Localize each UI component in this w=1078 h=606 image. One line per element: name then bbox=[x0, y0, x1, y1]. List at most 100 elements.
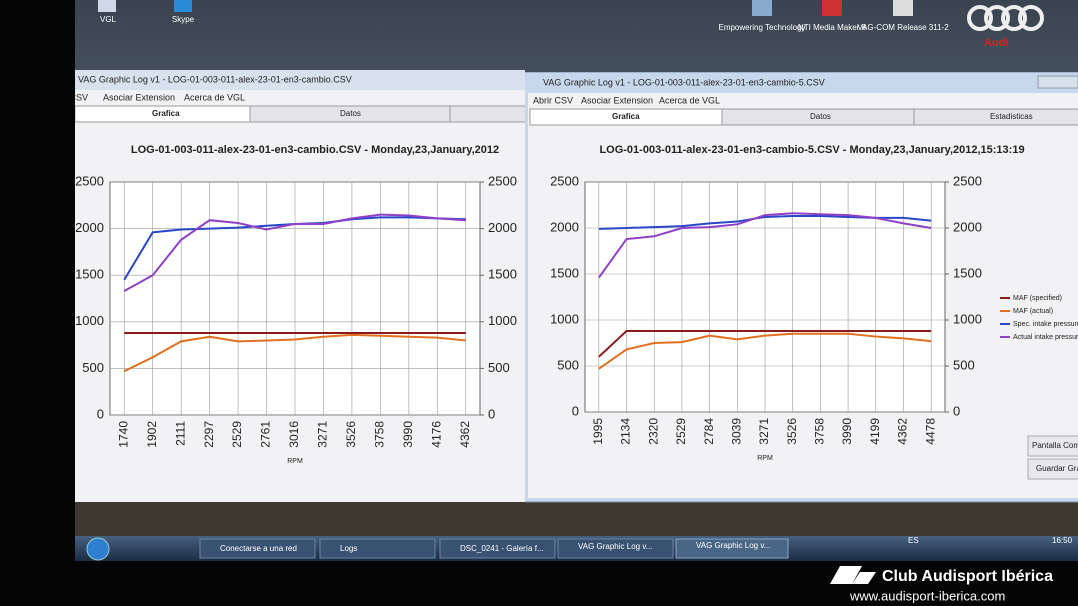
brand: Audi bbox=[984, 37, 1008, 49]
task-label[interactable]: Conectarse a una red bbox=[220, 544, 297, 553]
legend-label: Actual intake pressure bbox=[1013, 334, 1078, 341]
button-label[interactable]: Pantalla Completa bbox=[1032, 441, 1078, 450]
x-tick-label: 3016 bbox=[287, 421, 301, 448]
task-button[interactable] bbox=[675, 538, 789, 559]
tab-label[interactable]: Datos bbox=[810, 112, 831, 121]
y2-tick-label: 2000 bbox=[488, 220, 517, 235]
button[interactable] bbox=[1027, 435, 1078, 457]
language[interactable]: ES bbox=[908, 536, 919, 545]
y-tick-label: 1000 bbox=[75, 313, 104, 328]
x-tick-label: 4478 bbox=[923, 418, 937, 445]
button[interactable] bbox=[1027, 458, 1078, 480]
line-series bbox=[598, 212, 932, 279]
menu-item[interactable]: Asociar Extension bbox=[103, 92, 175, 102]
icon bbox=[893, 0, 913, 16]
button-label[interactable]: Guardar Grafica bbox=[1036, 464, 1078, 473]
x-tick-label: 4362 bbox=[896, 418, 910, 445]
icon bbox=[98, 0, 116, 12]
legend-label: MAF (specified) bbox=[1013, 295, 1062, 302]
y2-tick-label: 1500 bbox=[953, 265, 982, 280]
y2-tick-label: 1000 bbox=[953, 311, 982, 326]
x-tick-label: 2320 bbox=[646, 418, 660, 445]
y-tick-label: 0 bbox=[97, 406, 104, 421]
task-button[interactable] bbox=[439, 538, 556, 559]
line-series bbox=[598, 330, 932, 358]
legend-label: MAF (actual) bbox=[1013, 308, 1053, 315]
y-tick-label: 2000 bbox=[75, 220, 104, 235]
legend-label: Spec. intake pressure bbox=[1013, 321, 1078, 328]
y-tick-label: 2500 bbox=[550, 173, 579, 188]
tab-label[interactable]: Datos bbox=[340, 109, 361, 118]
desktop-lower bbox=[75, 500, 1078, 538]
tab-label[interactable]: Grafica bbox=[612, 112, 640, 121]
tab bbox=[913, 108, 1078, 126]
x-tick-label: 2784 bbox=[702, 418, 716, 445]
menu-item[interactable]: Acerca de VGL bbox=[184, 92, 245, 102]
icon bbox=[752, 0, 772, 16]
menu-item[interactable]: Abrir CSV bbox=[533, 95, 573, 105]
x-tick-label: 2529 bbox=[674, 418, 688, 445]
y2-tick-label: 2000 bbox=[953, 219, 982, 234]
y-tick-label: 1500 bbox=[550, 265, 579, 280]
watermark-url: www.audisport-iberica.com bbox=[849, 588, 1005, 603]
x-axis-label: RPM bbox=[287, 458, 303, 465]
x-tick-label: 2297 bbox=[202, 421, 216, 448]
x-tick-label: 4199 bbox=[868, 418, 882, 445]
task-button[interactable] bbox=[557, 538, 674, 559]
y2-tick-label: 1000 bbox=[488, 313, 517, 328]
x-tick-label: 3039 bbox=[729, 418, 743, 445]
start-button[interactable] bbox=[86, 537, 110, 561]
x-tick-label: 1902 bbox=[145, 421, 159, 448]
window-controls[interactable] bbox=[1037, 75, 1078, 89]
task-label[interactable]: VAG Graphic Log v... bbox=[578, 542, 652, 551]
x-tick-label: 3990 bbox=[840, 418, 854, 445]
icon-label[interactable]: Skype bbox=[172, 15, 195, 24]
y2-tick-label: 2500 bbox=[488, 173, 517, 188]
y2-tick-label: 1500 bbox=[488, 267, 517, 282]
y-tick-label: 0 bbox=[572, 403, 579, 418]
x-tick-label: 2529 bbox=[230, 421, 244, 448]
icon-label[interactable]: VGL bbox=[100, 15, 117, 24]
task-label[interactable]: VAG Graphic Log v... bbox=[696, 541, 770, 550]
tab-label[interactable]: Estadisticas bbox=[990, 112, 1033, 121]
task-label[interactable]: DSC_0241 - Galería f... bbox=[460, 544, 544, 553]
icon-label[interactable]: VAG-COM Release 311-2 bbox=[857, 23, 949, 32]
chart-title: LOG-01-003-011-alex-23-01-en3-cambio-5.C… bbox=[599, 144, 1024, 156]
y2-tick-label: 500 bbox=[488, 360, 510, 375]
window-title: VAG Graphic Log v1 - LOG-01-003-011-alex… bbox=[78, 74, 352, 84]
menu-item[interactable]: Acerca de VGL bbox=[659, 95, 720, 105]
y-tick-label: 500 bbox=[82, 360, 104, 375]
x-tick-label: 3271 bbox=[757, 418, 771, 445]
x-tick-label: 2111 bbox=[173, 421, 187, 446]
window-title: VAG Graphic Log v1 - LOG-01-003-011-alex… bbox=[543, 77, 825, 87]
x-tick-label: 3990 bbox=[401, 421, 415, 448]
y-tick-label: 2500 bbox=[75, 173, 104, 188]
audi-rings bbox=[967, 5, 1044, 31]
clock: 16:50 bbox=[1052, 536, 1073, 545]
task-button[interactable] bbox=[199, 538, 316, 559]
menu-item[interactable]: Abrir CSV bbox=[48, 92, 88, 102]
y-tick-label: 2000 bbox=[550, 219, 579, 234]
task-label[interactable]: Logs bbox=[340, 544, 357, 553]
menu-item[interactable]: Asociar Extension bbox=[581, 95, 653, 105]
line-series bbox=[123, 213, 466, 292]
x-axis-label: RPM bbox=[757, 455, 773, 462]
x-tick-label: 3758 bbox=[373, 421, 387, 448]
x-tick-label: 3526 bbox=[785, 418, 799, 445]
chart: LOG-01-003-011-alex-23-01-en3-cambio.CSV… bbox=[75, 144, 517, 465]
x-tick-label: 3758 bbox=[813, 418, 827, 445]
logo bbox=[830, 566, 862, 584]
tab-label[interactable]: Grafica bbox=[152, 109, 180, 118]
window-left: VAG Graphic Log v1 - LOG-01-003-011-alex… bbox=[48, 70, 525, 502]
x-tick-label: 4176 bbox=[429, 421, 443, 448]
icon-label[interactable]: Empowering Technology bbox=[718, 23, 805, 32]
y-tick-label: 1500 bbox=[75, 267, 104, 282]
x-tick-label: 1740 bbox=[116, 421, 130, 448]
line-series bbox=[123, 333, 466, 373]
x-tick-label: 2761 bbox=[259, 421, 273, 448]
window-right: VAG Graphic Log v1 - LOG-01-003-011-alex… bbox=[525, 72, 1078, 503]
task-button[interactable] bbox=[319, 538, 436, 559]
icon-label[interactable]: NTI Media Maker 8 bbox=[798, 23, 867, 32]
